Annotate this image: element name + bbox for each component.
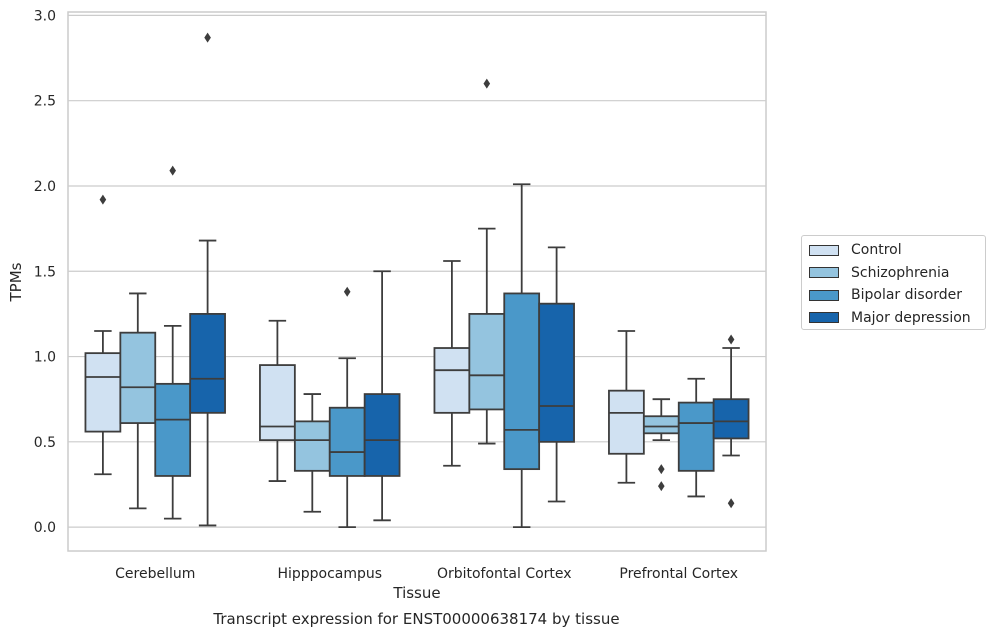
- box-group: [189, 32, 226, 527]
- chart-caption: Transcript expression for ENST0000063817…: [213, 610, 620, 628]
- legend-item: Major depression: [809, 307, 985, 330]
- box: [154, 382, 192, 477]
- y-tick-label: 0.5: [34, 435, 56, 451]
- y-tick-label: 0.0: [34, 520, 56, 536]
- x-axis-title: Tissue: [392, 584, 440, 602]
- outlier-point: [727, 334, 735, 345]
- box-group: [259, 319, 296, 482]
- box: [293, 420, 331, 472]
- y-tick-label: 1.0: [34, 350, 56, 366]
- legend-item: Schizophrenia: [809, 262, 985, 285]
- outlier-point: [658, 481, 665, 492]
- legend-swatch: [809, 244, 839, 256]
- box-group: [642, 398, 680, 492]
- x-tick-label: Cerebellum: [115, 566, 195, 582]
- box-group: [538, 246, 575, 503]
- boxes: [84, 32, 750, 529]
- box: [363, 393, 401, 477]
- box: [189, 313, 226, 414]
- box: [119, 331, 157, 424]
- box-group: [433, 260, 471, 467]
- box: [642, 415, 680, 435]
- legend-label: Control: [851, 242, 902, 259]
- x-tick-label: Prefrontal Cortex: [619, 566, 738, 582]
- legend-label: Major depression: [851, 309, 971, 326]
- box-group: [677, 377, 715, 498]
- y-tick-label: 3.0: [34, 8, 56, 24]
- box-group: [468, 78, 506, 445]
- legend-swatch: [809, 289, 839, 301]
- legend-swatch: [809, 312, 839, 324]
- box-group: [503, 183, 541, 529]
- outlier-point: [99, 194, 107, 205]
- y-axis-ticks: 0.0 0.5 1.0 1.5 2.0 2.5 3.0: [34, 8, 56, 536]
- legend-label: Bipolar disorder: [851, 287, 963, 304]
- y-tick-label: 2.0: [34, 179, 56, 195]
- box-group: [328, 286, 366, 529]
- outlier-point: [727, 498, 735, 509]
- x-axis-ticks: Cerebellum Hipppocampus Orbitofontal Corte…: [115, 566, 738, 582]
- legend: Control Schizophrenia Bipolar disorder Majo…: [801, 235, 986, 330]
- outlier-point: [343, 286, 351, 297]
- y-axis-title: TPMs: [7, 262, 25, 302]
- box: [503, 292, 541, 471]
- box-group: [84, 194, 122, 476]
- legend-item: Control: [809, 239, 985, 262]
- plot-frame: [67, 11, 767, 552]
- legend-label: Schizophrenia: [851, 264, 950, 281]
- box-group: [608, 330, 645, 484]
- box-group: [154, 165, 192, 520]
- outlier-point: [483, 78, 491, 89]
- box-group: [363, 270, 401, 522]
- box: [468, 313, 506, 411]
- x-tick-label: Orbitofontal Cortex: [437, 566, 572, 582]
- box-group: [119, 292, 157, 510]
- box: [433, 347, 471, 414]
- outlier-point: [204, 32, 211, 43]
- box: [328, 406, 366, 477]
- outlier-point: [658, 464, 665, 475]
- outlier-point: [169, 165, 176, 176]
- box: [84, 352, 122, 433]
- legend-item: Bipolar disorder: [809, 284, 985, 307]
- legend-swatch: [809, 267, 839, 279]
- box-group: [712, 334, 750, 509]
- y-tick-label: 2.5: [34, 94, 56, 110]
- box: [259, 364, 296, 442]
- box: [608, 389, 645, 455]
- box-group: [293, 393, 331, 513]
- box: [712, 398, 750, 440]
- x-tick-label: Hipppocampus: [277, 566, 382, 582]
- box: [677, 401, 715, 472]
- box: [538, 302, 575, 443]
- y-tick-label: 1.5: [34, 264, 56, 280]
